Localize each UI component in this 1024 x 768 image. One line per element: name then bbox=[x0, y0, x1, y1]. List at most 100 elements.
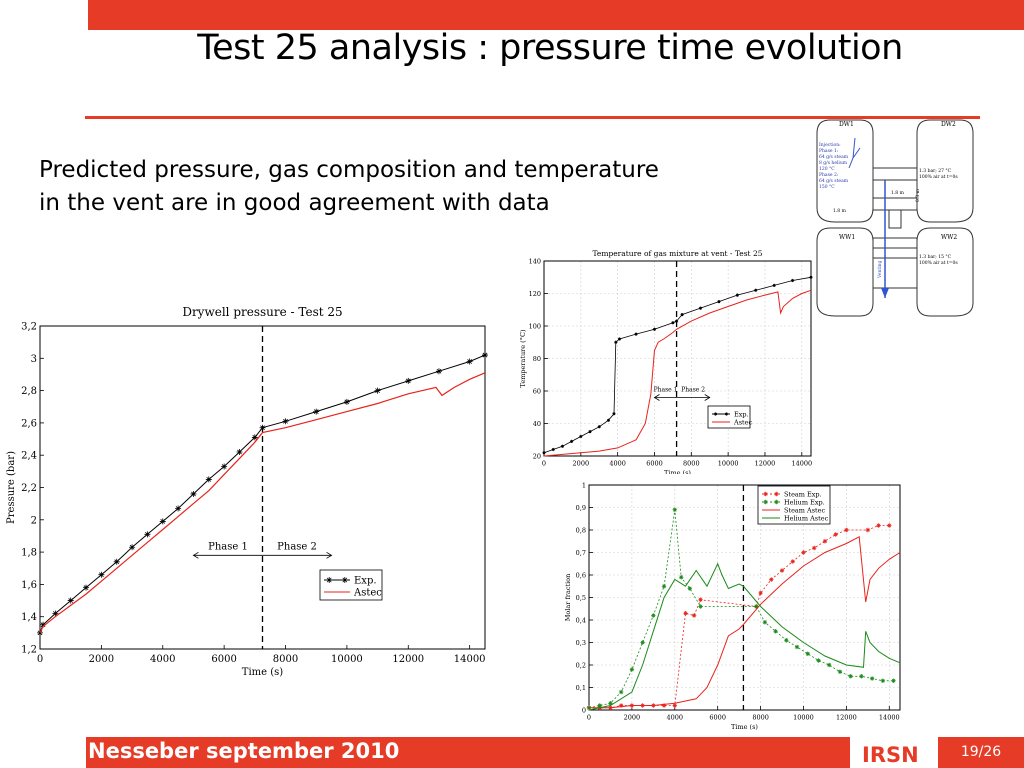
data-point bbox=[190, 490, 197, 497]
facility-diagram: DW1 DW2 WW1 WW2 Injection:Phase 1:64 g/s… bbox=[816, 119, 974, 317]
data-point bbox=[805, 651, 810, 656]
body-line-1: Predicted pressure, gas composition and … bbox=[39, 157, 659, 183]
y-tick-label: 20 bbox=[533, 452, 541, 460]
injection-line: 120 °C bbox=[819, 166, 835, 172]
injection-line: 8 g/s helium bbox=[819, 160, 848, 166]
data-point bbox=[597, 703, 602, 708]
data-point bbox=[614, 340, 618, 344]
data-point bbox=[680, 313, 684, 317]
y-tick-label: 1,6 bbox=[21, 580, 37, 591]
ww2-label: WW2 bbox=[941, 234, 957, 241]
x-tick-label: 10000 bbox=[331, 654, 363, 665]
data-point bbox=[698, 597, 703, 602]
data-point bbox=[812, 545, 817, 551]
data-point bbox=[769, 577, 774, 582]
phase2-label: Phase 2 bbox=[681, 387, 705, 394]
legend-label: Exp. bbox=[734, 410, 749, 418]
series-line-astec bbox=[543, 289, 812, 457]
ww2-condition: 1.3 bar; 15 °C bbox=[919, 254, 952, 260]
data-point bbox=[221, 463, 228, 470]
data-point bbox=[175, 505, 182, 512]
data-point bbox=[735, 293, 739, 297]
data-point bbox=[671, 321, 675, 325]
y-tick-label: 2,8 bbox=[21, 386, 37, 397]
legend-marker-icon bbox=[774, 491, 779, 497]
y-tick-label: 0,4 bbox=[576, 616, 586, 624]
data-point bbox=[754, 288, 758, 292]
y-tick-label: 2,2 bbox=[21, 483, 37, 494]
data-point bbox=[640, 640, 645, 645]
x-tick-label: 12000 bbox=[836, 714, 857, 722]
x-tick-label: 10000 bbox=[718, 460, 739, 468]
data-point bbox=[661, 584, 667, 589]
chart-title: Drywell pressure - Test 25 bbox=[182, 305, 342, 319]
y-tick-label: 0,1 bbox=[576, 684, 586, 692]
phase2-arrowhead-icon bbox=[704, 394, 711, 401]
y-tick-label: 1,8 bbox=[21, 548, 37, 559]
title-divider bbox=[85, 116, 980, 119]
data-point bbox=[560, 444, 565, 448]
data-point bbox=[67, 597, 74, 604]
phase2-arrowhead-icon bbox=[326, 551, 333, 559]
y-tick-label: 40 bbox=[533, 420, 541, 428]
vent-arrow-icon bbox=[881, 288, 889, 298]
data-point bbox=[618, 703, 624, 708]
irsn-logo: IRSN bbox=[858, 742, 928, 766]
legend-marker-icon bbox=[763, 499, 768, 505]
data-point bbox=[570, 439, 574, 443]
y-tick-label: 120 bbox=[529, 290, 541, 298]
legend-marker-icon bbox=[774, 499, 779, 505]
injection-line: 64 g/s steam bbox=[819, 154, 849, 160]
logo-text: IRSN bbox=[862, 743, 919, 766]
data-point bbox=[313, 408, 320, 415]
data-point bbox=[816, 658, 821, 663]
x-tick-label: 14000 bbox=[791, 460, 812, 468]
legend-marker-icon bbox=[763, 491, 768, 497]
dw2-label: DW2 bbox=[941, 121, 956, 128]
phase1-arrowhead-icon bbox=[653, 394, 660, 401]
legend-marker-icon bbox=[326, 577, 333, 583]
data-point bbox=[822, 539, 828, 544]
y-tick-label: 1 bbox=[582, 481, 586, 489]
series-line-steam-astec bbox=[589, 536, 901, 709]
chart-title: Temperature of gas mixture at vent - Tes… bbox=[592, 249, 762, 258]
data-point bbox=[772, 283, 776, 287]
x-axis-label: Time (s) bbox=[664, 469, 691, 474]
data-point bbox=[891, 678, 896, 683]
data-point bbox=[343, 398, 350, 405]
data-point bbox=[205, 476, 212, 483]
x-tick-label: 12000 bbox=[392, 654, 424, 665]
x-tick-label: 0 bbox=[542, 460, 546, 468]
data-point bbox=[691, 613, 697, 618]
x-tick-label: 2000 bbox=[573, 460, 590, 468]
y-tick-label: 0,8 bbox=[576, 526, 586, 534]
data-point bbox=[672, 507, 677, 512]
injection-line: 150 °C bbox=[819, 184, 835, 190]
footer-bar bbox=[86, 737, 850, 768]
x-tick-label: 6000 bbox=[211, 654, 236, 665]
data-point bbox=[844, 527, 849, 533]
data-point bbox=[579, 434, 583, 439]
data-point bbox=[435, 368, 442, 375]
data-point bbox=[865, 527, 871, 533]
x-tick-label: 8000 bbox=[683, 460, 700, 468]
y-axis-label: Temperature (°C) bbox=[519, 329, 527, 387]
data-point bbox=[612, 412, 616, 416]
footer-event-label: Nesseber september 2010 bbox=[88, 739, 400, 763]
data-point bbox=[482, 352, 488, 359]
series-line-astec bbox=[39, 372, 486, 634]
dim-label-c: 0.3 m bbox=[915, 188, 921, 202]
y-tick-label: 60 bbox=[533, 387, 541, 395]
data-point bbox=[618, 689, 624, 695]
data-point bbox=[617, 337, 622, 341]
molar-fraction-chart: 0 2000 4000 6000 8000 10000 12000 14000 0 0,1 0,2 0… bbox=[564, 481, 901, 730]
data-point bbox=[466, 358, 473, 365]
page-number: 19/26 bbox=[960, 744, 1002, 760]
x-tick-label: 2000 bbox=[89, 654, 114, 665]
y-tick-label: 3,2 bbox=[21, 322, 37, 333]
data-point bbox=[144, 531, 151, 538]
top-accent-bar bbox=[88, 0, 1024, 30]
